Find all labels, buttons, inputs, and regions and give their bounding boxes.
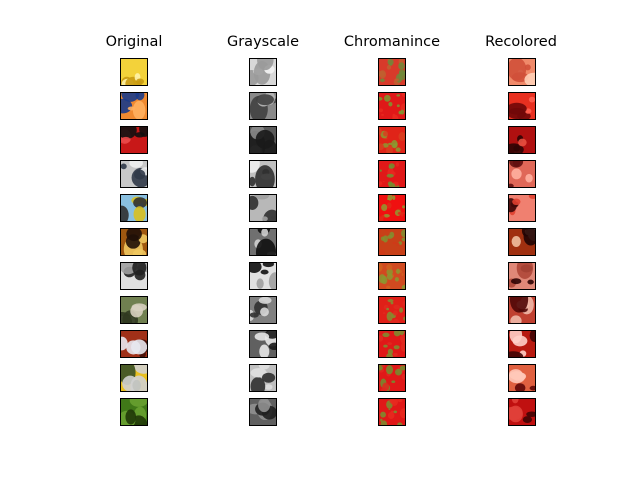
thumbnail-recolored-orange-on-blue (508, 92, 536, 120)
thumbnail-recolored-window-glow (508, 228, 536, 256)
thumbnail-recolored-green-leaf (508, 398, 536, 426)
thumbnail-chrominance-bananas (378, 58, 406, 86)
thumbnail-recolored-cabinet (508, 160, 536, 188)
thumbnail-original-strawberries (120, 126, 148, 154)
thumbnail-grayscale-cabinet (249, 160, 277, 188)
thumbnail-chrominance-strawberries (378, 126, 406, 154)
thumbnail-original-green-leaf (120, 398, 148, 426)
thumbnail-recolored-curved-corner (508, 262, 536, 290)
thumbnail-grayscale-iowa-bottle (249, 330, 277, 358)
thumbnail-original-iowa-bottle (120, 330, 148, 358)
thumbnail-grayscale-orange-on-blue (249, 92, 277, 120)
thumbnail-recolored-bananas (508, 58, 536, 86)
thumbnail-grayscale-green-leaf (249, 398, 277, 426)
thumbnail-grayscale-yellow-bus (249, 364, 277, 392)
column-title-chrominance: Chromanince (343, 34, 441, 50)
column-title-recolored: Recolored (485, 34, 557, 50)
thumbnail-chrominance-cabinet (378, 160, 406, 188)
thumbnail-recolored-lemon-on-sky (508, 194, 536, 222)
thumbnail-chrominance-green-leaf (378, 398, 406, 426)
thumbnail-original-curved-corner (120, 262, 148, 290)
thumbnail-recolored-trees-and-path (508, 296, 536, 324)
thumbnail-original-window-glow (120, 228, 148, 256)
thumbnail-recolored-iowa-bottle (508, 330, 536, 358)
thumbnail-chrominance-window-glow (378, 228, 406, 256)
thumbnail-chrominance-yellow-bus (378, 364, 406, 392)
thumbnail-grayscale-lemon-on-sky (249, 194, 277, 222)
column-title-grayscale: Grayscale (226, 34, 300, 50)
thumbnail-original-orange-on-blue (120, 92, 148, 120)
thumbnail-original-yellow-bus (120, 364, 148, 392)
thumbnail-grayscale-window-glow (249, 228, 277, 256)
thumbnail-chrominance-iowa-bottle (378, 330, 406, 358)
thumbnail-grayscale-bananas (249, 58, 277, 86)
thumbnail-chrominance-curved-corner (378, 262, 406, 290)
thumbnail-grayscale-strawberries (249, 126, 277, 154)
column-title-original: Original (105, 34, 163, 50)
thumbnail-grayscale-trees-and-path (249, 296, 277, 324)
thumbnail-original-bananas (120, 58, 148, 86)
thumbnail-original-cabinet (120, 160, 148, 188)
thumbnail-recolored-strawberries (508, 126, 536, 154)
thumbnail-grayscale-curved-corner (249, 262, 277, 290)
thumbnail-recolored-yellow-bus (508, 364, 536, 392)
thumbnail-original-lemon-on-sky (120, 194, 148, 222)
thumbnail-chrominance-trees-and-path (378, 296, 406, 324)
thumbnail-original-trees-and-path (120, 296, 148, 324)
thumbnail-chrominance-lemon-on-sky (378, 194, 406, 222)
thumbnail-chrominance-orange-on-blue (378, 92, 406, 120)
